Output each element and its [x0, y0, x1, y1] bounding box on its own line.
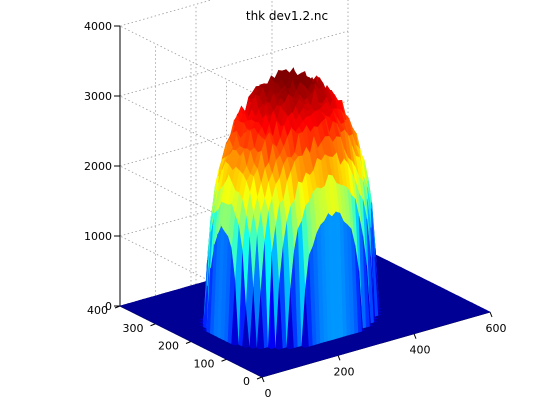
- y-tick-label: 400: [87, 304, 108, 317]
- y-tick-label: 100: [194, 357, 215, 370]
- z-tick-label: 2000: [84, 160, 112, 173]
- y-tick-label: 200: [158, 340, 179, 353]
- grid-line: [119, 235, 263, 308]
- y-tick-mark: [221, 358, 227, 362]
- surface-patch: [481, 309, 491, 314]
- y-tick-mark: [185, 341, 192, 344]
- chart-title: thk dev1.2.nc: [246, 9, 328, 23]
- x-tick-mark: [261, 376, 265, 383]
- grid-line: [119, 95, 263, 168]
- z-tick-label: 0: [105, 300, 112, 313]
- x-tick-label: 400: [410, 344, 431, 357]
- z-tick-label: 3000: [84, 90, 112, 103]
- y-tick-label: 300: [123, 322, 144, 335]
- grid-line: [119, 25, 263, 98]
- x-tick-label: 0: [265, 387, 272, 400]
- grid-line: [119, 165, 263, 238]
- y-tick-label: 0: [243, 375, 250, 388]
- x-tick-label: 600: [486, 322, 507, 335]
- x-tick-mark: [337, 355, 341, 361]
- z-tick-label: 1000: [84, 230, 112, 243]
- z-tick-label: 4000: [84, 20, 112, 33]
- x-tick-label: 200: [334, 365, 355, 378]
- y-tick-mark: [150, 323, 156, 327]
- surface-plot: [119, 67, 491, 378]
- x-tick-mark: [413, 333, 417, 339]
- y-tick-mark: [256, 376, 263, 380]
- x-tick-mark: [489, 311, 493, 318]
